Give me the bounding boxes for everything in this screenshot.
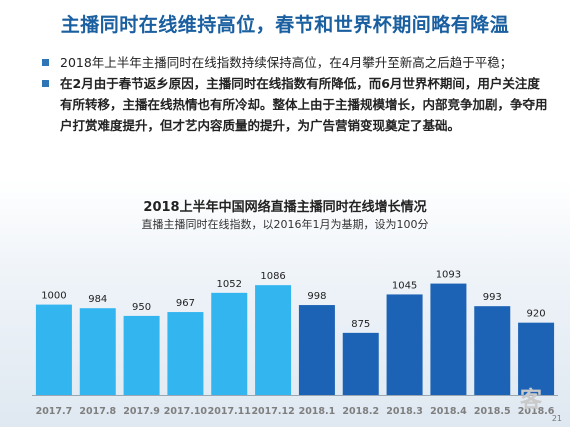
data-label: 998 <box>307 291 326 302</box>
x-tick-label: 2018.5 <box>474 406 511 417</box>
bar <box>298 305 335 395</box>
bar <box>474 306 511 395</box>
bullet-text: 2018年上半年主播同时在线指数持续保持高位，在4月攀升至新高之后趋于平稳； <box>60 55 513 70</box>
data-label: 1052 <box>217 279 242 290</box>
bullet-square-icon <box>42 59 49 66</box>
bullet-text: 在2月由于春节返乡原因，主播同时在线指数有所降低，而6月世界杯期间，用户关注度有… <box>60 76 548 133</box>
x-tick-label: 2017.9 <box>123 406 160 417</box>
brand-logo: 客 <box>520 387 543 413</box>
bar <box>167 312 204 395</box>
x-tick-label: 2017.12 <box>251 406 294 417</box>
x-tick-label: 2018.1 <box>299 406 336 417</box>
data-label: 950 <box>132 302 151 313</box>
bullet-square-icon <box>42 80 49 87</box>
bar <box>35 304 72 395</box>
data-label: 967 <box>176 298 195 309</box>
data-label: 920 <box>527 309 546 320</box>
page-number: 21 <box>551 414 562 423</box>
chart-subtitle: 直播主播同时在线指数，以2016年1月为基期，设为100分 <box>141 218 429 231</box>
page-title: 主播同时在线维持高位，春节和世界杯期间略有降温 <box>60 14 510 36</box>
data-label: 993 <box>483 292 502 303</box>
x-tick-label: 2018.2 <box>342 406 379 417</box>
bar <box>255 285 292 395</box>
x-tick-label: 2018.4 <box>430 406 467 417</box>
bullet-list: 2018年上半年主播同时在线指数持续保持高位，在4月攀升至新高之后趋于平稳； 在… <box>42 52 552 136</box>
bar <box>123 315 160 395</box>
x-tick-label: 2018.6 <box>518 406 555 417</box>
chart-title: 2018上半年中国网络直播主播同时在线增长情况 <box>143 200 427 215</box>
bullet-item: 2018年上半年主播同时在线指数持续保持高位，在4月攀升至新高之后趋于平稳； <box>42 52 552 73</box>
data-label: 875 <box>351 319 370 330</box>
data-label: 1086 <box>260 271 285 282</box>
x-tick-label: 2017.10 <box>164 406 208 417</box>
x-tick-label: 2018.3 <box>386 406 423 417</box>
x-tick-label: 2017.11 <box>208 406 251 417</box>
data-label: 1045 <box>392 280 417 291</box>
x-tick-label: 2017.8 <box>79 406 116 417</box>
data-label: 984 <box>88 294 107 305</box>
bar <box>430 283 467 395</box>
data-label: 1000 <box>41 291 66 302</box>
bar <box>518 322 555 395</box>
bar <box>342 332 379 395</box>
bar <box>386 294 423 395</box>
x-tick-label: 2017.7 <box>36 406 73 417</box>
bar <box>211 292 248 395</box>
data-label: 1093 <box>436 270 461 281</box>
bullet-item: 在2月由于春节返乡原因，主播同时在线指数有所降低，而6月世界杯期间，用户关注度有… <box>42 73 552 136</box>
bar <box>79 308 116 395</box>
